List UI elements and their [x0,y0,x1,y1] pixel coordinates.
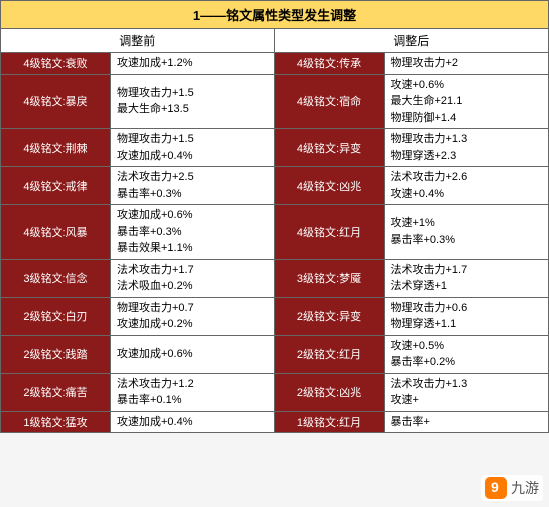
rune-adjust-table: 1——铭文属性类型发生调整 调整前 调整后 4级铭文:衰败攻速加成+1.2%4级… [0,0,549,433]
table-row: 3级铭文:信念法术攻击力+1.7法术吸血+0.2%3级铭文:梦魇法术攻击力+1.… [1,260,548,298]
before-name: 2级铭文:痛苦 [1,374,111,411]
before-name: 4级铭文:荆棘 [1,129,111,166]
stat-line: 攻速加成+0.4% [117,414,268,431]
after-name: 4级铭文:宿命 [275,75,385,129]
table-title: 1——铭文属性类型发生调整 [1,1,548,29]
after-name: 4级铭文:异变 [275,129,385,166]
before-name: 2级铭文:践踏 [1,336,111,373]
before-stats: 物理攻击力+0.7攻速加成+0.2% [111,298,275,335]
after-stats: 攻速+0.5%暴击率+0.2% [385,336,549,373]
stat-line: 暴击率+ [391,414,543,431]
stat-line: 法术攻击力+1.3 [391,376,543,393]
after-stats: 物理攻击力+2 [385,53,549,74]
table-row: 2级铭文:痛苦法术攻击力+1.2暴击率+0.1%2级铭文:凶兆法术攻击力+1.3… [1,374,548,412]
after-name: 2级铭文:凶兆 [275,374,385,411]
stat-line: 物理攻击力+0.7 [117,300,268,317]
stat-line: 物理攻击力+0.6 [391,300,543,317]
stat-line: 法术攻击力+1.7 [117,262,268,279]
stat-line: 暴击率+0.3% [391,232,543,249]
before-stats: 攻速加成+0.6%暴击率+0.3%暴击效果+1.1% [111,205,275,259]
stat-line: 物理攻击力+1.5 [117,131,268,148]
stat-line: 攻速加成+0.6% [117,207,268,224]
stat-line: 暴击效果+1.1% [117,240,268,257]
before-name: 4级铭文:戒律 [1,167,111,204]
stat-line: 物理攻击力+2 [391,55,543,72]
stat-line: 攻速加成+0.2% [117,316,268,333]
after-stats: 暴击率+ [385,412,549,433]
watermark-text: 九游 [511,478,539,498]
before-stats: 法术攻击力+1.2暴击率+0.1% [111,374,275,411]
watermark: 九游 [481,475,543,501]
after-stats: 物理攻击力+0.6物理穿透+1.1 [385,298,549,335]
table-row: 4级铭文:衰败攻速加成+1.2% 4级铭文:传承物理攻击力+2 [1,53,548,75]
before-stats: 攻速加成+1.2% [111,53,275,74]
before-name: 4级铭文:暴戾 [1,75,111,129]
after-stats: 法术攻击力+2.6攻速+0.4% [385,167,549,204]
table-row: 4级铭文:荆棘物理攻击力+1.5攻速加成+0.4%4级铭文:异变物理攻击力+1.… [1,129,548,167]
stat-line: 物理攻击力+1.5 [117,85,268,102]
stat-line: 物理穿透+2.3 [391,148,543,165]
table-row: 2级铭文:践踏攻速加成+0.6% 2级铭文:红月攻速+0.5%暴击率+0.2% [1,336,548,374]
stat-line: 攻速加成+1.2% [117,55,268,72]
stat-line: 暴击率+0.2% [391,354,543,371]
header-after: 调整后 [275,29,549,53]
after-stats: 法术攻击力+1.7法术穿透+1 [385,260,549,297]
stat-line: 物理攻击力+1.3 [391,131,543,148]
stat-line: 暴击率+0.1% [117,392,268,409]
after-stats: 攻速+1%暴击率+0.3% [385,205,549,259]
after-name: 4级铭文:红月 [275,205,385,259]
stat-line: 法术攻击力+2.6 [391,169,543,186]
table-row: 2级铭文:白刃物理攻击力+0.7攻速加成+0.2%2级铭文:异变物理攻击力+0.… [1,298,548,336]
after-name: 2级铭文:红月 [275,336,385,373]
stat-line: 法术攻击力+2.5 [117,169,268,186]
stat-line: 最大生命+13.5 [117,101,268,118]
stat-line: 物理防御+1.4 [391,110,543,127]
stat-line: 攻速加成+0.4% [117,148,268,165]
stat-line: 法术穿透+1 [391,278,543,295]
before-name: 3级铭文:信念 [1,260,111,297]
after-name: 1级铭文:红月 [275,412,385,433]
table-body: 4级铭文:衰败攻速加成+1.2%4级铭文:传承物理攻击力+24级铭文:暴戾物理攻… [1,53,548,432]
before-stats: 法术攻击力+1.7法术吸血+0.2% [111,260,275,297]
stat-line: 攻速+0.5% [391,338,543,355]
header-before: 调整前 [1,29,275,53]
after-name: 4级铭文:传承 [275,53,385,74]
stat-line: 攻速+0.6% [391,77,543,94]
before-name: 4级铭文:风暴 [1,205,111,259]
stat-line: 攻速加成+0.6% [117,346,268,363]
stat-line: 最大生命+21.1 [391,93,543,110]
before-stats: 攻速加成+0.4% [111,412,275,433]
before-stats: 物理攻击力+1.5攻速加成+0.4% [111,129,275,166]
table-row: 4级铭文:风暴攻速加成+0.6%暴击率+0.3%暴击效果+1.1%4级铭文:红月… [1,205,548,260]
before-name: 2级铭文:白刃 [1,298,111,335]
stat-line: 攻速+0.4% [391,186,543,203]
before-stats: 法术攻击力+2.5暴击率+0.3% [111,167,275,204]
stat-line: 法术攻击力+1.2 [117,376,268,393]
after-stats: 法术攻击力+1.3攻速+ [385,374,549,411]
stat-line: 暴击率+0.3% [117,224,268,241]
before-name: 4级铭文:衰败 [1,53,111,74]
after-name: 2级铭文:异变 [275,298,385,335]
stat-line: 攻速+1% [391,215,543,232]
before-name: 1级铭文:猛攻 [1,412,111,433]
after-stats: 物理攻击力+1.3物理穿透+2.3 [385,129,549,166]
before-stats: 物理攻击力+1.5最大生命+13.5 [111,75,275,129]
after-stats: 攻速+0.6%最大生命+21.1物理防御+1.4 [385,75,549,129]
before-stats: 攻速加成+0.6% [111,336,275,373]
stat-line: 攻速+ [391,392,543,409]
stat-line: 法术吸血+0.2% [117,278,268,295]
table-row: 4级铭文:戒律法术攻击力+2.5暴击率+0.3%4级铭文:凶兆法术攻击力+2.6… [1,167,548,205]
after-name: 3级铭文:梦魇 [275,260,385,297]
stat-line: 暴击率+0.3% [117,186,268,203]
stat-line: 物理穿透+1.1 [391,316,543,333]
after-name: 4级铭文:凶兆 [275,167,385,204]
table-row: 1级铭文:猛攻攻速加成+0.4% 1级铭文:红月暴击率+ [1,412,548,433]
table-row: 4级铭文:暴戾物理攻击力+1.5最大生命+13.54级铭文:宿命攻速+0.6%最… [1,75,548,130]
watermark-icon [485,477,507,499]
stat-line: 法术攻击力+1.7 [391,262,543,279]
table-header: 调整前 调整后 [1,29,548,53]
